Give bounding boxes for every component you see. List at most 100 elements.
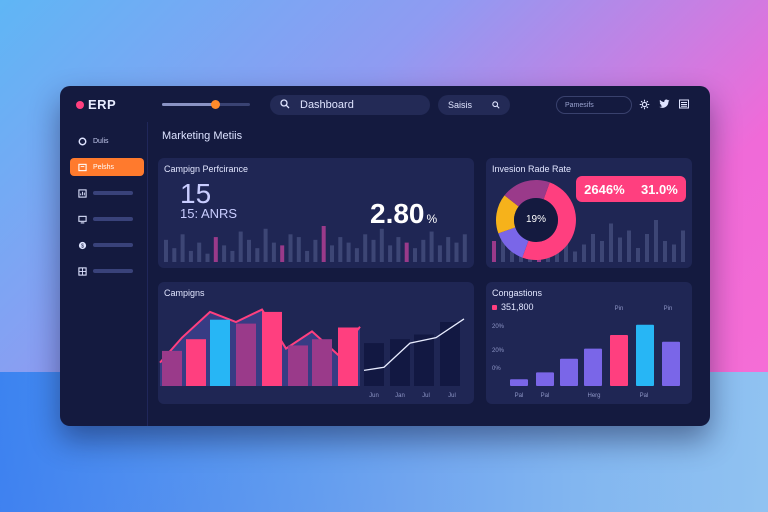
donut-slice <box>498 227 529 258</box>
sidebar-item-pelshs[interactable]: Pelshs <box>70 158 144 176</box>
sidebar-item-charts[interactable] <box>70 184 144 202</box>
bar <box>662 341 680 386</box>
bar <box>681 230 685 262</box>
x-tick-label: Jan <box>395 393 405 399</box>
sidebar-placeholder-bar <box>93 191 133 195</box>
donut-slice <box>496 195 519 234</box>
sidebar-item-coin[interactable]: $ <box>70 236 144 254</box>
campaign-bar-chart <box>164 226 467 262</box>
bar <box>188 250 193 262</box>
bar <box>429 231 434 262</box>
bar <box>654 220 658 262</box>
bar <box>462 234 467 262</box>
sidebar-item-label: Pelshs <box>93 163 115 171</box>
bar <box>288 345 308 386</box>
bar <box>263 228 268 262</box>
campaigns-combo-chart: Jun Jan Jul Jul <box>159 308 465 399</box>
x-tick-label: Pal <box>515 393 524 399</box>
bar <box>609 223 613 262</box>
bar <box>205 253 210 262</box>
search-secondary-text: Saisis <box>448 100 473 110</box>
legend-swatch <box>492 304 497 310</box>
sidebar-item-grid[interactable] <box>70 262 144 280</box>
bar <box>536 372 554 386</box>
bar <box>346 242 351 262</box>
bar <box>180 234 185 262</box>
bar <box>501 234 505 262</box>
bar <box>338 237 343 262</box>
bar <box>222 245 227 262</box>
bar <box>404 242 409 262</box>
slider-fill <box>162 103 215 106</box>
sidebar-item-monitor[interactable] <box>70 210 144 228</box>
slider-knob[interactable] <box>210 100 220 109</box>
zoom-slider[interactable] <box>162 100 250 109</box>
search-dashboard-input[interactable]: Dashboard <box>270 95 430 115</box>
svg-text:$: $ <box>81 243 84 249</box>
bar <box>413 248 417 262</box>
bar <box>288 234 293 262</box>
conversion-badge: 2646% 31.0% <box>576 176 686 202</box>
bar <box>390 339 410 386</box>
bar <box>321 226 326 262</box>
bar <box>354 248 359 262</box>
bar <box>236 323 256 386</box>
bar <box>238 231 243 262</box>
bar <box>636 248 640 262</box>
donut-center-value: 19% <box>525 214 546 225</box>
congestions-bar-chart: 20% 20% 0% Pal Pal Herg Pal Pin Pin <box>492 306 680 399</box>
sidebar-placeholder-bar <box>93 217 133 221</box>
rate-unit: % <box>426 212 438 226</box>
search-secondary-input[interactable]: Saisis <box>438 95 510 115</box>
section-title: Marketing Metiis <box>162 130 243 142</box>
brand-logo[interactable]: ERP <box>76 97 116 112</box>
grid-icon <box>78 266 87 276</box>
trend-line <box>363 318 465 372</box>
rate-value: 2.80 <box>370 198 425 229</box>
search-icon <box>280 96 290 114</box>
x-tick-label: Herg <box>587 393 600 399</box>
bar <box>312 339 332 386</box>
conversion-donut-chart <box>496 180 576 260</box>
card-title: Invesion Rade Rate <box>492 164 572 174</box>
conversion-rate-card[interactable]: Invesion Rade Rate 19% 2646% 31.0% <box>486 158 692 268</box>
campaign-performance-card[interactable]: Campign Perfcirance 15 15: ANRS 2.80 % <box>158 158 474 268</box>
bar <box>636 324 654 386</box>
twitter-icon[interactable] <box>658 98 670 110</box>
card-title: Campigns <box>164 288 205 298</box>
bar <box>510 379 528 386</box>
secondary-metric-value: 15: ANRS <box>180 206 238 221</box>
bar <box>162 350 182 386</box>
menu-icon[interactable] <box>678 98 690 110</box>
search-small-text: Pamesifs <box>565 101 594 109</box>
badge-right-value: 31.0% <box>640 181 678 197</box>
legend-value: 351,800 <box>501 302 534 312</box>
legend-item: 351,800 <box>492 302 534 312</box>
top-bar: ERP Dashboard Saisis Pamesifs <box>60 86 710 122</box>
bar <box>414 334 434 386</box>
bar <box>213 237 218 262</box>
chart-icon <box>78 188 87 198</box>
sidebar-item-dulis[interactable]: Dulis <box>70 132 144 150</box>
dashboard-window: ERP Dashboard Saisis Pamesifs <box>60 86 710 426</box>
bar <box>280 245 285 262</box>
donut-slice <box>504 180 550 207</box>
search-small-input[interactable]: Pamesifs <box>556 96 632 114</box>
search-dashboard-text: Dashboard <box>300 99 354 111</box>
campaigns-card[interactable]: Campigns Jun Jan Jul Jul <box>158 282 474 404</box>
bar <box>313 239 318 262</box>
top-label: Pin <box>615 306 624 312</box>
x-tick-label: Pal <box>640 393 649 399</box>
bar <box>454 242 459 262</box>
bar <box>396 237 401 262</box>
donut-hole <box>514 198 558 242</box>
x-tick-label: Jul <box>448 393 456 399</box>
bar <box>364 343 384 386</box>
bar <box>210 319 230 386</box>
bar <box>446 237 451 262</box>
settings-icon[interactable] <box>638 98 650 110</box>
bar <box>663 241 667 262</box>
bar <box>600 241 604 262</box>
bar <box>305 250 310 262</box>
congestions-card[interactable]: Congastions 351,800 20% 20% 0% Pal Pal Herg Pa… <box>486 282 692 404</box>
